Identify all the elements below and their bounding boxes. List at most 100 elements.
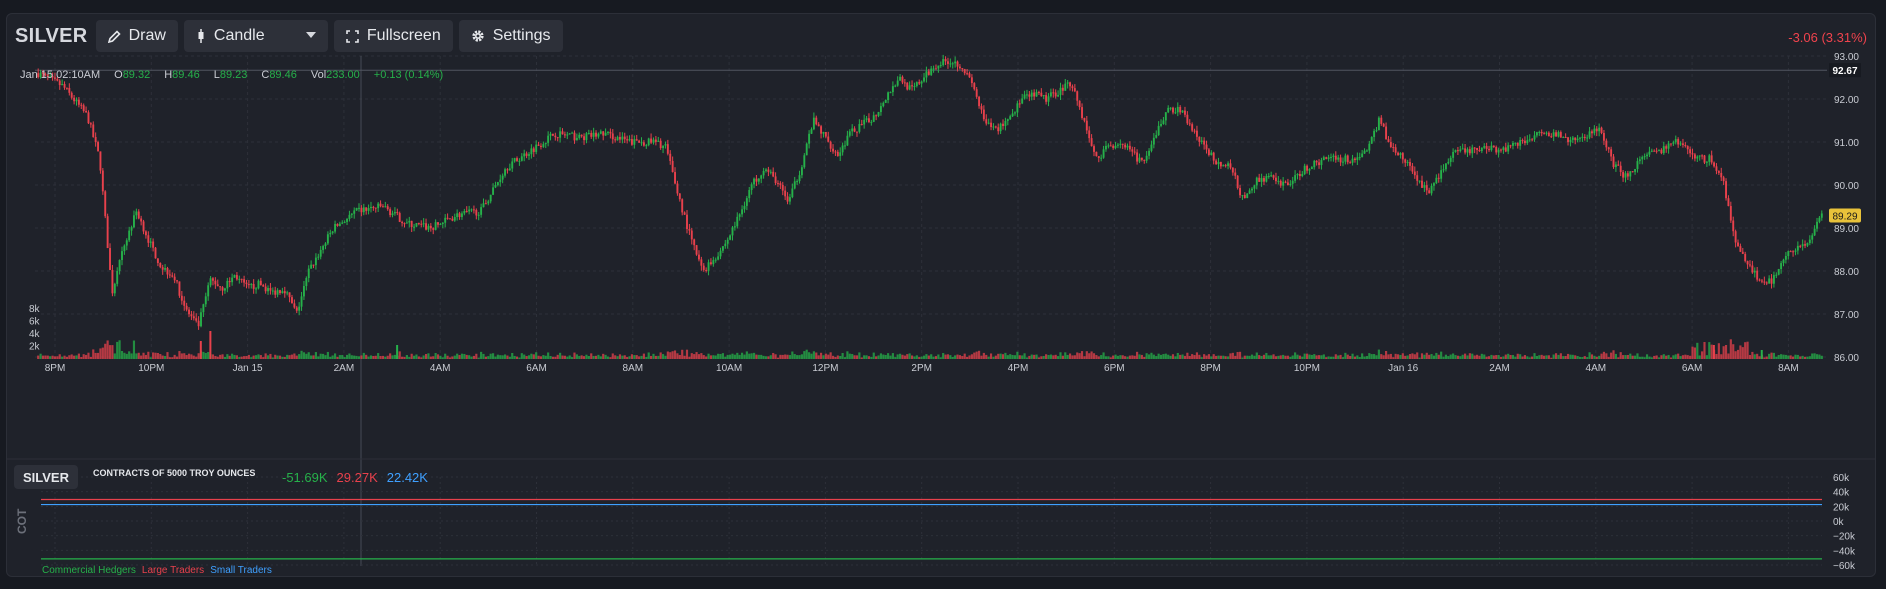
candle-body xyxy=(1085,120,1088,131)
volume-bar xyxy=(875,356,878,359)
volume-bar xyxy=(1471,353,1474,359)
candle-body xyxy=(92,124,95,138)
volume-bar xyxy=(1344,352,1347,359)
candle-body xyxy=(836,151,839,156)
candle-body xyxy=(1691,153,1694,155)
draw-button[interactable]: Draw xyxy=(95,20,178,52)
volume-bar xyxy=(209,331,212,359)
volume-bar xyxy=(92,349,95,359)
cot-symbol-badge[interactable]: SILVER xyxy=(14,465,78,489)
candle-body xyxy=(1564,137,1567,139)
volume-bar xyxy=(707,353,710,359)
volume-bar xyxy=(602,353,605,359)
candle-body xyxy=(142,221,145,232)
price-tick-label: 88.00 xyxy=(1834,267,1859,278)
candle-body xyxy=(729,235,732,240)
volume-bar xyxy=(1571,354,1574,359)
volume-bar xyxy=(949,355,952,359)
volume-bar xyxy=(207,352,210,359)
candle-body xyxy=(1806,243,1809,246)
volume-bar xyxy=(1734,351,1737,359)
candle-body xyxy=(1090,138,1093,147)
candle-body xyxy=(200,312,202,327)
volume-bar xyxy=(513,355,516,359)
volume-bar xyxy=(877,355,880,359)
volume-bar xyxy=(1327,356,1330,359)
candle-body xyxy=(1169,107,1172,109)
candle-body xyxy=(144,231,147,236)
fullscreen-button[interactable]: Fullscreen xyxy=(333,20,453,52)
candle-body xyxy=(803,155,806,168)
volume-bar xyxy=(1507,353,1510,359)
candle-body xyxy=(39,72,42,78)
volume-bar xyxy=(843,357,847,359)
candle-body xyxy=(1353,158,1356,161)
volume-bar xyxy=(1021,355,1024,359)
candle-body xyxy=(650,138,653,143)
volume-bar xyxy=(518,357,521,359)
volume-bar xyxy=(1598,355,1601,359)
volume-bar xyxy=(1614,353,1617,359)
volume-bar xyxy=(721,353,724,359)
cot-value-commercial: -51.69K xyxy=(282,470,328,485)
candle-body xyxy=(966,73,969,75)
legend-large-traders[interactable]: Large Traders xyxy=(141,565,205,576)
candle-body xyxy=(583,136,586,141)
candle-body xyxy=(1452,151,1455,158)
time-tick-label: 2PM xyxy=(911,363,932,374)
legend-commercial-hedgers[interactable]: Commercial Hedgers xyxy=(42,565,136,576)
volume-bar xyxy=(626,356,629,359)
volume-bar xyxy=(927,355,930,359)
chart-type-select[interactable]: Candle xyxy=(183,20,328,52)
candle-body xyxy=(195,318,198,321)
volume-bar xyxy=(1466,355,1469,359)
candle-body xyxy=(1531,139,1534,141)
volume-bar xyxy=(561,355,564,359)
volume-bar xyxy=(1313,354,1316,359)
settings-button[interactable]: Settings xyxy=(458,20,563,52)
candle-body xyxy=(1002,123,1004,127)
volume-bar xyxy=(1143,356,1146,359)
chart-panel: 93.00 92.00 91.00 90.00 89.00 88.00 87.00 86.00… xyxy=(6,13,1876,577)
candle-body xyxy=(1066,82,1069,84)
candle-body xyxy=(554,135,557,138)
volume-bar xyxy=(1780,354,1783,359)
candle-body xyxy=(815,117,818,125)
volume-bar xyxy=(494,356,497,359)
chart-canvas[interactable]: 93.0092.0091.0090.0089.0088.0087.0086.00… xyxy=(7,14,1875,576)
volume-bar xyxy=(1602,351,1606,359)
candle-body xyxy=(1521,140,1524,142)
volume-bar xyxy=(652,353,655,359)
volume-bar xyxy=(812,351,815,359)
candle-body xyxy=(1717,170,1720,173)
volume-bar xyxy=(1203,354,1206,359)
candle-body xyxy=(1224,165,1227,167)
candle-body xyxy=(604,132,607,136)
volume-bar xyxy=(202,351,205,359)
candle-body xyxy=(1686,146,1689,150)
candle-body xyxy=(1818,217,1821,222)
volume-bar xyxy=(396,345,399,359)
candle-body xyxy=(1514,142,1517,144)
candle-body xyxy=(1061,87,1064,91)
volume-bar xyxy=(547,352,550,359)
volume-bar xyxy=(372,355,375,359)
volume-bar xyxy=(645,356,648,359)
legend-small-traders[interactable]: Small Traders xyxy=(210,565,272,576)
candle-body xyxy=(1026,94,1028,96)
candle-body xyxy=(1291,180,1294,184)
volume-bar xyxy=(1631,355,1634,359)
candle-body xyxy=(997,127,1000,132)
candle-body xyxy=(1622,171,1625,178)
candle-body xyxy=(1535,132,1538,136)
candle-body xyxy=(681,199,684,213)
volume-bar xyxy=(503,354,507,359)
candle-body xyxy=(492,187,495,195)
candle-body xyxy=(152,241,155,248)
volume-bar xyxy=(1025,357,1029,359)
candle-body xyxy=(1351,158,1354,163)
volume-bar xyxy=(106,340,109,359)
candle-body xyxy=(1389,142,1392,148)
candle-body xyxy=(1490,145,1493,151)
volume-bar xyxy=(1294,352,1297,359)
